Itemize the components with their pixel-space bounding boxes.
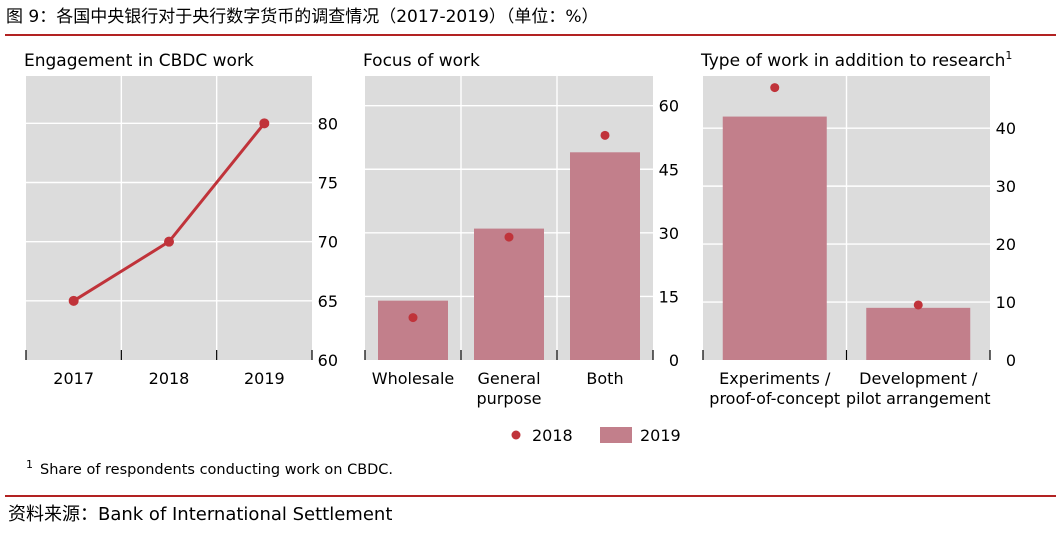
focus-category-label: Wholesale bbox=[372, 369, 454, 388]
focus-category-label: purpose bbox=[477, 389, 542, 408]
focus-dot-2018-1 bbox=[504, 232, 514, 242]
type-of-work-title-superscript: 1 bbox=[1005, 49, 1012, 62]
legend-label-2018: 2018 bbox=[532, 426, 573, 445]
focus-bar-2019-0 bbox=[378, 300, 448, 360]
source-rule bbox=[5, 495, 1056, 497]
focus-title: Focus of work bbox=[363, 51, 480, 71]
focus-category-label: General bbox=[477, 369, 540, 388]
legend-label-2019: 2019 bbox=[640, 426, 681, 445]
type-of-work-category-label: proof-of-concept bbox=[709, 389, 840, 408]
type-of-work-category-label: Experiments / bbox=[719, 369, 831, 388]
type-of-work-y-tick-label: 30 bbox=[996, 177, 1016, 196]
engagement-y-tick-label: 60 bbox=[318, 351, 338, 370]
footnote-text: Share of respondents conducting work on … bbox=[40, 462, 393, 478]
type-of-work-y-tick-label: 10 bbox=[996, 293, 1016, 312]
legend-bar-swatch bbox=[600, 427, 632, 443]
focus-y-tick-label: 45 bbox=[659, 160, 679, 179]
panel-focus: 0 15 30 45 60 Focus of work Wholesale Generalpu… bbox=[363, 51, 679, 408]
figure-title: 图 9：各国中央银行对于央行数字货币的调查情况（2017-2019）（单位：%） bbox=[6, 7, 599, 27]
engagement-point-2019 bbox=[259, 118, 270, 129]
source-note: 资料来源：Bank of International Settlement bbox=[8, 504, 393, 525]
type-of-work-y-tick-label: 20 bbox=[996, 235, 1016, 254]
engagement-y-tick-label: 70 bbox=[318, 233, 338, 252]
engagement-point-2018 bbox=[164, 236, 174, 247]
type-of-work-category-label: pilot arrangement bbox=[846, 389, 991, 408]
engagement-y-tick-label: 75 bbox=[318, 174, 338, 193]
type-of-work-bar-2019-0 bbox=[722, 116, 827, 360]
engagement-category-label: 2017 bbox=[53, 369, 94, 388]
focus-y-tick-label: 30 bbox=[659, 224, 679, 243]
type-of-work-category-label: Development / bbox=[859, 369, 978, 388]
focus-category-label: Both bbox=[586, 369, 623, 388]
legend: 2018 2019 bbox=[511, 426, 681, 445]
legend-dot-swatch bbox=[511, 430, 521, 440]
engagement-point-2017 bbox=[68, 295, 79, 306]
focus-y-tick-label: 0 bbox=[669, 351, 679, 370]
panel-engagement: 60 65 70 75 80 Engagement in CBDC work 2017 201… bbox=[24, 51, 338, 388]
engagement-y-tick-label: 65 bbox=[318, 292, 338, 311]
title-rule bbox=[5, 34, 1056, 36]
panel-type-of-work: 0 10 20 30 40 Type of work in addition to res… bbox=[700, 49, 1016, 408]
focus-bar-2019-2 bbox=[570, 152, 640, 360]
engagement-category-label: 2018 bbox=[149, 369, 190, 388]
type-of-work-bar-2019-1 bbox=[866, 307, 971, 360]
focus-y-tick-label: 60 bbox=[659, 97, 679, 116]
engagement-title: Engagement in CBDC work bbox=[24, 51, 254, 71]
engagement-category-label: 2019 bbox=[244, 369, 285, 388]
engagement-y-tick-label: 80 bbox=[318, 114, 338, 133]
type-of-work-y-tick-label: 0 bbox=[1006, 351, 1016, 370]
focus-dot-2018-0 bbox=[408, 313, 418, 323]
type-of-work-dot-2018-1 bbox=[913, 300, 923, 310]
focus-bar-2019-1 bbox=[474, 228, 544, 360]
type-of-work-title: Type of work in addition to research1 bbox=[700, 49, 1012, 71]
footnote-marker: 1 bbox=[26, 458, 33, 471]
footnote: 1 Share of respondents conducting work on… bbox=[26, 458, 393, 478]
focus-y-tick-label: 15 bbox=[659, 287, 679, 306]
focus-dot-2018-2 bbox=[600, 130, 610, 140]
type-of-work-y-tick-label: 40 bbox=[996, 119, 1016, 138]
type-of-work-dot-2018-0 bbox=[770, 83, 780, 93]
engagement-plot-area bbox=[26, 76, 312, 360]
